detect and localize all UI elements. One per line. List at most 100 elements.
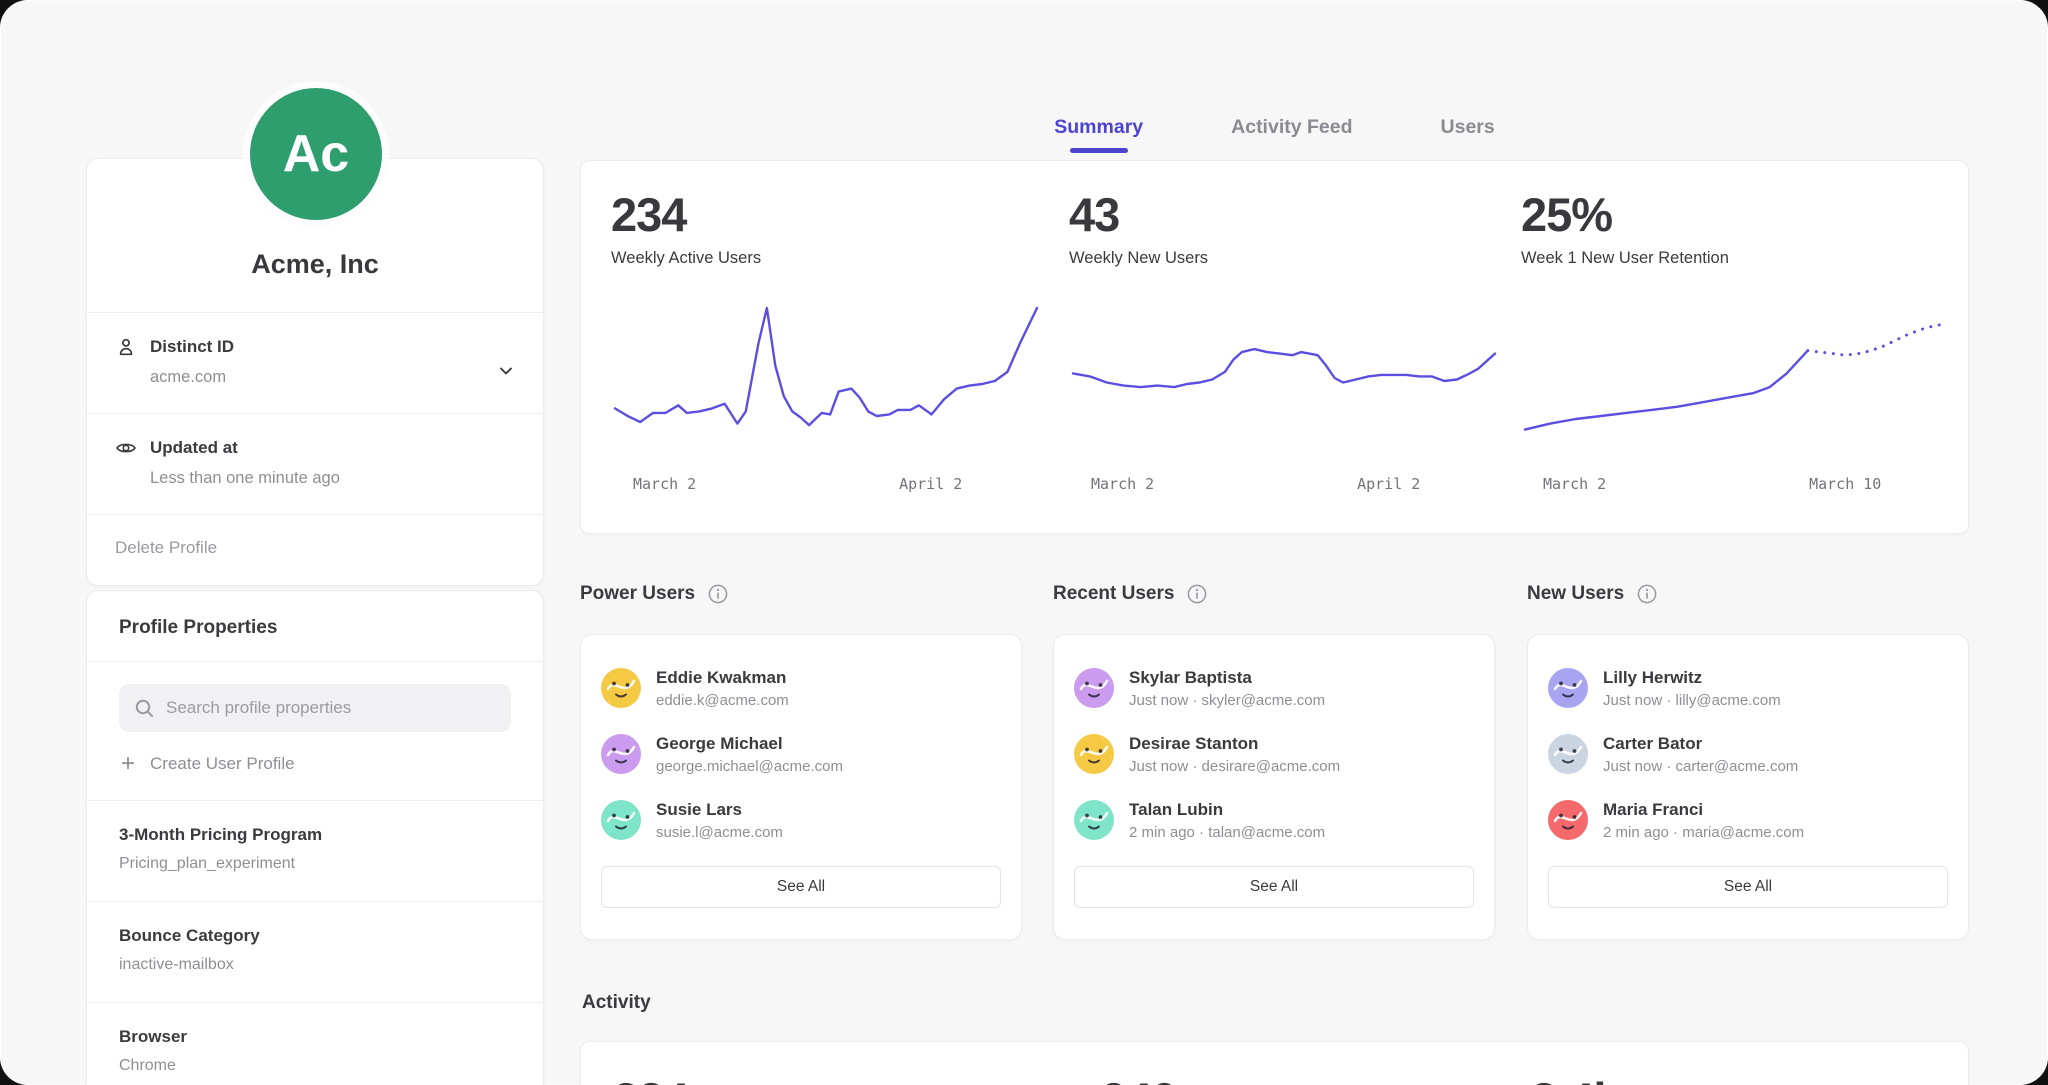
user-name: George Michael (656, 734, 783, 753)
profile-properties-card: Profile Properties + Create User Profile… (86, 590, 544, 1085)
user-list-item[interactable]: Carter Bator Just now · carter@acme.com (1548, 734, 1948, 778)
activity-card: 234 940 3.4k (580, 1041, 1969, 1085)
create-user-profile-button[interactable]: + Create User Profile (121, 750, 509, 777)
company-avatar-initials: Ac (282, 125, 350, 183)
user-name: Eddie Kwakman (656, 668, 787, 687)
search-profile-properties-input[interactable] (166, 698, 496, 718)
tab-activity-feed[interactable]: Activity Feed (1231, 116, 1353, 138)
user-name: Desirae Stanton (1129, 734, 1259, 753)
recent-users-section: Recent Users Skylar Baptista Just now · … (1053, 581, 1495, 940)
new-users-card: Lilly Herwitz Just now · lilly@acme.com … (1527, 634, 1969, 940)
x-axis: March 2 March 10 (1521, 475, 1951, 495)
retention-sparkline (1523, 321, 1949, 431)
user-detail: Just now · skyler@acme.com (1129, 692, 1326, 710)
create-user-profile-label: Create User Profile (150, 754, 295, 773)
user-avatar (601, 800, 641, 840)
user-list-item[interactable]: Skylar Baptista Just now · skyler@acme.c… (1074, 668, 1474, 712)
field-updated-at: Updated at Less than one minute ago (87, 414, 543, 515)
user-list-item[interactable]: Maria Franci 2 min ago · maria@acme.com (1548, 800, 1948, 844)
user-avatar (1074, 800, 1114, 840)
profile-properties-title: Profile Properties (87, 591, 543, 662)
company-avatar: Ac (250, 88, 382, 220)
profile-card: Acme, Inc Distinct ID acme.com (86, 158, 544, 586)
weekly-active-users-sparkline (613, 306, 1039, 427)
user-detail: Just now · lilly@acme.com (1603, 692, 1781, 710)
property-label: Browser (119, 1027, 188, 1046)
user-list-item[interactable]: Lilly Herwitz Just now · lilly@acme.com (1548, 668, 1948, 712)
property-label: Bounce Category (119, 926, 260, 945)
stat-value: 43 (1069, 188, 1120, 241)
stat-label: Weekly New Users (1069, 248, 1209, 267)
new-users-section: New Users Lilly Herwitz Just now · lilly… (1527, 581, 1969, 940)
properties-search-section: + Create User Profile (87, 662, 543, 801)
info-icon[interactable] (1636, 583, 1658, 605)
tab-users[interactable]: Users (1440, 116, 1495, 138)
stat-weekly-new-users: 43 Weekly New Users March 2 April 2 (1069, 188, 1499, 495)
distinct-id-value: acme.com (150, 368, 227, 386)
x-axis: March 2 April 2 (611, 475, 1041, 495)
field-label: Distinct ID (150, 337, 235, 356)
x-axis: March 2 April 2 (1069, 475, 1499, 495)
profile-header: Acme, Inc (87, 159, 543, 313)
user-detail: susie.l@acme.com (656, 824, 783, 842)
activity-stat-value: 940 (1101, 1072, 1177, 1085)
user-list-item[interactable]: George Michael george.michael@acme.com (601, 734, 1001, 778)
user-name: Susie Lars (656, 800, 742, 819)
user-name: Skylar Baptista (1129, 668, 1252, 687)
stat-week1-retention: 25% Week 1 New User Retention March 2 Ma… (1521, 190, 1951, 495)
recent-users-card: Skylar Baptista Just now · skyler@acme.c… (1053, 634, 1495, 940)
property-value: Chrome (119, 1057, 176, 1074)
user-avatar (601, 734, 641, 774)
user-name: Talan Lubin (1129, 800, 1224, 819)
user-detail: Just now · carter@acme.com (1603, 758, 1799, 776)
user-name: Maria Franci (1603, 800, 1704, 819)
power-users-card: Eddie Kwakman eddie.k@acme.com George Mi… (580, 634, 1022, 940)
weekly-new-users-sparkline (1071, 347, 1497, 389)
stat-label: Week 1 New User Retention (1521, 248, 1729, 267)
search-box[interactable] (119, 684, 511, 732)
x-axis-end-label: March 10 (1809, 474, 1882, 493)
plus-icon: + (121, 750, 136, 777)
chevron-down-icon[interactable] (495, 360, 517, 387)
tab-summary[interactable]: Summary (1054, 116, 1144, 138)
see-all-button[interactable]: See All (1548, 866, 1948, 908)
stat-label: Weekly Active Users (611, 248, 762, 267)
updated-at-value: Less than one minute ago (150, 469, 340, 487)
property-value: inactive-mailbox (119, 956, 234, 973)
user-name: Carter Bator (1603, 734, 1703, 753)
stat-value: 234 (611, 188, 687, 241)
x-axis-start-label: March 2 (1543, 474, 1607, 493)
see-all-button[interactable]: See All (601, 866, 1001, 908)
activity-stat-value: 234 (613, 1072, 689, 1085)
section-title: Power Users (580, 583, 696, 604)
property-row-bounce-category[interactable]: Bounce Category inactive-mailbox (87, 902, 543, 1003)
user-list-item[interactable]: Desirae Stanton Just now · desirare@acme… (1074, 734, 1474, 778)
company-name: Acme, Inc (251, 249, 379, 279)
user-detail: george.michael@acme.com (656, 758, 843, 776)
activity-title: Activity (582, 992, 651, 1013)
user-avatar (1074, 668, 1114, 708)
property-row-pricing-program[interactable]: 3-Month Pricing Program Pricing_plan_exp… (87, 801, 543, 902)
info-icon[interactable] (707, 583, 729, 605)
summary-card: 234 Weekly Active Users March 2 April 2 … (580, 160, 1969, 534)
user-name: Lilly Herwitz (1603, 668, 1703, 687)
info-icon[interactable] (1186, 583, 1208, 605)
user-list-item[interactable]: Eddie Kwakman eddie.k@acme.com (601, 668, 1001, 712)
user-detail: Just now · desirare@acme.com (1129, 758, 1341, 776)
user-list-item[interactable]: Talan Lubin 2 min ago · talan@acme.com (1074, 800, 1474, 844)
eye-icon (116, 443, 136, 453)
field-distinct-id: Distinct ID acme.com (87, 313, 543, 414)
user-avatar (1548, 668, 1588, 708)
person-icon (119, 338, 133, 356)
delete-profile-button[interactable]: Delete Profile (115, 538, 218, 557)
section-title: New Users (1527, 583, 1625, 604)
user-list-item[interactable]: Susie Lars susie.l@acme.com (601, 800, 1001, 844)
property-label: 3-Month Pricing Program (119, 825, 323, 844)
x-axis-start-label: March 2 (633, 474, 697, 493)
search-icon (135, 699, 153, 717)
property-row-browser[interactable]: Browser Chrome (87, 1003, 543, 1085)
see-all-button[interactable]: See All (1074, 866, 1474, 908)
x-axis-end-label: April 2 (899, 474, 963, 493)
x-axis-start-label: March 2 (1091, 474, 1155, 493)
power-users-section: Power Users Eddie Kwakman eddie.k@acme.c… (580, 581, 1022, 940)
